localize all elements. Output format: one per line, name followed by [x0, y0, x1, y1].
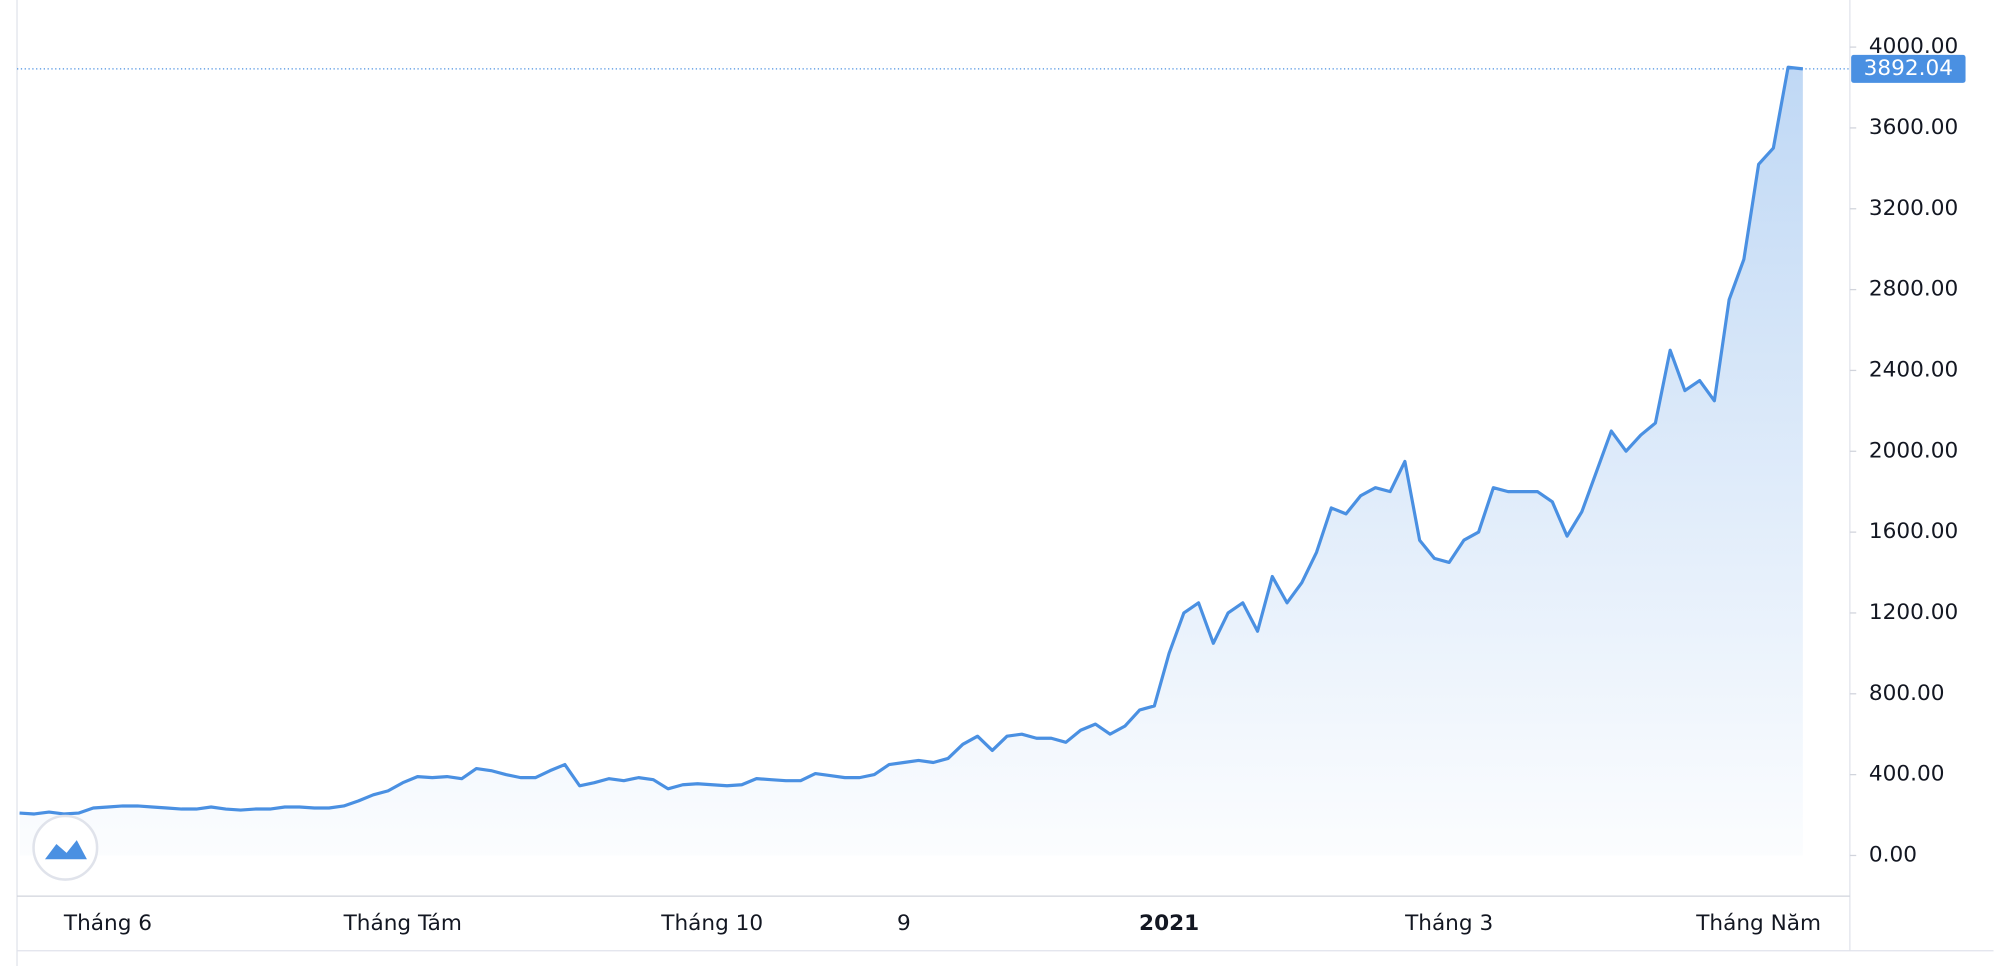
plot — [19, 65, 1804, 856]
logo-circle[interactable] — [32, 814, 99, 881]
y-tick-label: 400.00 — [1869, 762, 1945, 787]
area-fill — [19, 67, 1803, 856]
y-tick-label: 2800.00 — [1869, 277, 1958, 302]
y-tick-label: 1600.00 — [1869, 519, 1958, 544]
y-tick-label: 0.00 — [1869, 842, 1917, 867]
y-tick-label: 1200.00 — [1869, 600, 1958, 625]
last-price-badge — [1851, 54, 1966, 83]
logo-icon[interactable] — [44, 840, 87, 860]
y-tick-label: 3600.00 — [1869, 115, 1958, 140]
y-tick-label: 2400.00 — [1869, 357, 1958, 382]
last-price-label: 3892.04 — [1864, 56, 1953, 81]
x-tick-label: Tháng 10 — [660, 911, 763, 936]
y-tick-label: 3200.00 — [1869, 196, 1958, 221]
y-tick-label: 4000.00 — [1869, 34, 1958, 59]
y-tick-label: 2000.00 — [1869, 438, 1958, 463]
x-tick-label: Tháng Năm — [1695, 911, 1821, 936]
logo[interactable] — [32, 814, 99, 881]
x-tick-label: Tháng 6 — [63, 911, 152, 936]
price-line — [19, 65, 1804, 816]
x-tick-label: 9 — [897, 911, 911, 936]
y-tick-label: 800.00 — [1869, 681, 1945, 706]
x-tick-label: Tháng Tám — [343, 911, 462, 936]
x-tick-label: Tháng 3 — [1404, 911, 1493, 936]
x-tick-label: 2021 — [1139, 911, 1199, 936]
